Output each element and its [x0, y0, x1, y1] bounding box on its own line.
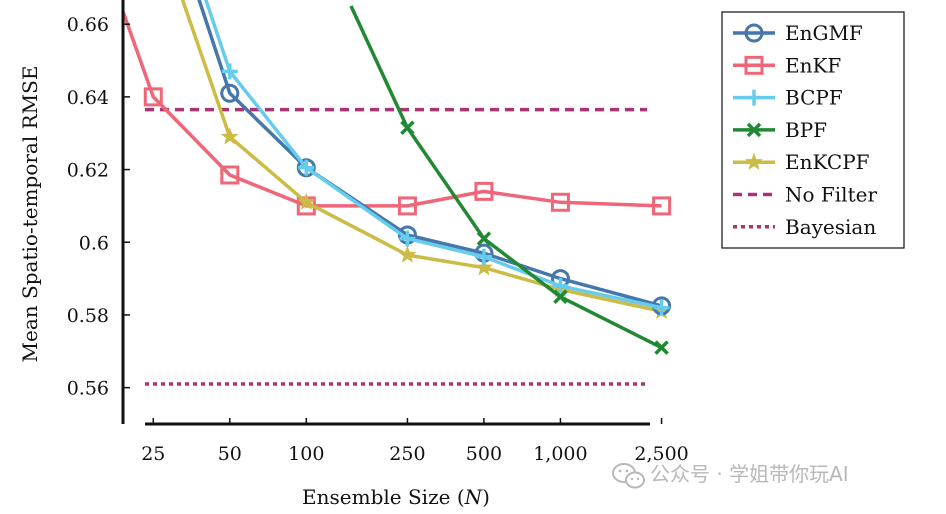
series-line — [180, 0, 662, 314]
y-tick-label: 0.58 — [67, 305, 109, 327]
series-enkcpf — [180, 0, 671, 319]
x-axis-title-prefix: Ensemble Size ( — [302, 485, 465, 509]
data-point — [474, 181, 494, 201]
legend-label: EnKCPF — [785, 150, 870, 174]
data-point — [399, 230, 416, 247]
series-bpf — [349, 5, 669, 355]
legend-label: EnGMF — [785, 21, 863, 45]
legend-item-bcpf: BCPF — [733, 86, 843, 110]
series-layer — [123, 0, 672, 386]
data-point — [652, 196, 672, 216]
series-engmf — [197, 0, 672, 316]
series-enkf — [123, 10, 672, 216]
legend-label: BPF — [785, 118, 827, 142]
legend-item-bpf: BPF — [733, 118, 827, 142]
data-point — [550, 192, 570, 212]
data-point — [220, 165, 240, 185]
data-point — [220, 83, 240, 103]
wechat-icon — [612, 463, 645, 489]
series-bcpf — [204, 0, 670, 316]
data-point — [220, 127, 239, 145]
legend-item-bayesian: Bayesian — [733, 215, 876, 239]
data-point — [746, 122, 762, 138]
data-point — [143, 87, 163, 107]
data-point — [474, 258, 493, 276]
x-tick-label: 250 — [389, 443, 425, 465]
data-point — [398, 245, 417, 263]
y-tick-label: 0.6 — [79, 232, 109, 254]
x-tick-label: 500 — [466, 443, 502, 465]
x-tick-label: 1,000 — [533, 443, 587, 465]
legend-label: No Filter — [785, 183, 877, 207]
legend-label: Bayesian — [785, 215, 876, 239]
x-tick-label: 50 — [218, 443, 242, 465]
series-line — [204, 0, 662, 310]
data-point — [221, 63, 238, 80]
data-point — [553, 289, 568, 305]
y-axis-title: Mean Spatio-temporal RMSE — [18, 66, 42, 363]
data-point — [744, 55, 764, 75]
data-point — [298, 159, 315, 176]
x-axis-title-suffix: ) — [482, 485, 490, 509]
series-line — [123, 10, 662, 208]
data-point — [476, 231, 492, 246]
legend-label: EnKF — [785, 53, 841, 77]
data-point — [746, 89, 762, 106]
x-tick-label: 100 — [288, 443, 324, 465]
y-tick-label: 0.62 — [67, 160, 109, 182]
x-axis: 25 50 100 250 500 1,000 2,500 — [141, 418, 689, 465]
watermark-text: 公众号 · 学姐带你玩AI — [650, 462, 849, 486]
legend-item-no-filter: No Filter — [733, 183, 877, 207]
data-point — [744, 23, 764, 43]
series-line — [197, 0, 663, 308]
data-point — [475, 248, 492, 265]
x-tick-label: 2,500 — [634, 443, 688, 465]
y-tick-label: 0.64 — [67, 87, 109, 109]
watermark: 公众号 · 学姐带你玩AI — [612, 462, 849, 489]
y-tick-label: 0.56 — [67, 378, 109, 400]
data-point — [297, 192, 316, 210]
data-point — [397, 196, 417, 216]
x-axis-title-variable: N — [464, 485, 484, 509]
data-point — [745, 152, 763, 170]
data-point — [552, 277, 569, 294]
legend-label: BCPF — [785, 86, 843, 110]
legend-item-engmf: EnGMF — [733, 21, 863, 45]
data-point — [653, 299, 670, 316]
x-tick-label: 25 — [141, 443, 165, 465]
data-point — [654, 340, 669, 355]
x-axis-title: Ensemble Size (N) — [302, 485, 490, 509]
legend-item-enkcpf: EnKCPF — [733, 150, 870, 174]
legend-item-enkf: EnKF — [733, 53, 841, 77]
legend: EnGMF EnKF BCPF BPF EnKCPF No Filter Bayesian — [721, 11, 905, 249]
y-tick-label: 0.66 — [67, 14, 109, 36]
y-axis: 0.56 0.58 0.6 0.62 0.64 0.66 — [67, 0, 130, 424]
data-point — [400, 120, 415, 136]
